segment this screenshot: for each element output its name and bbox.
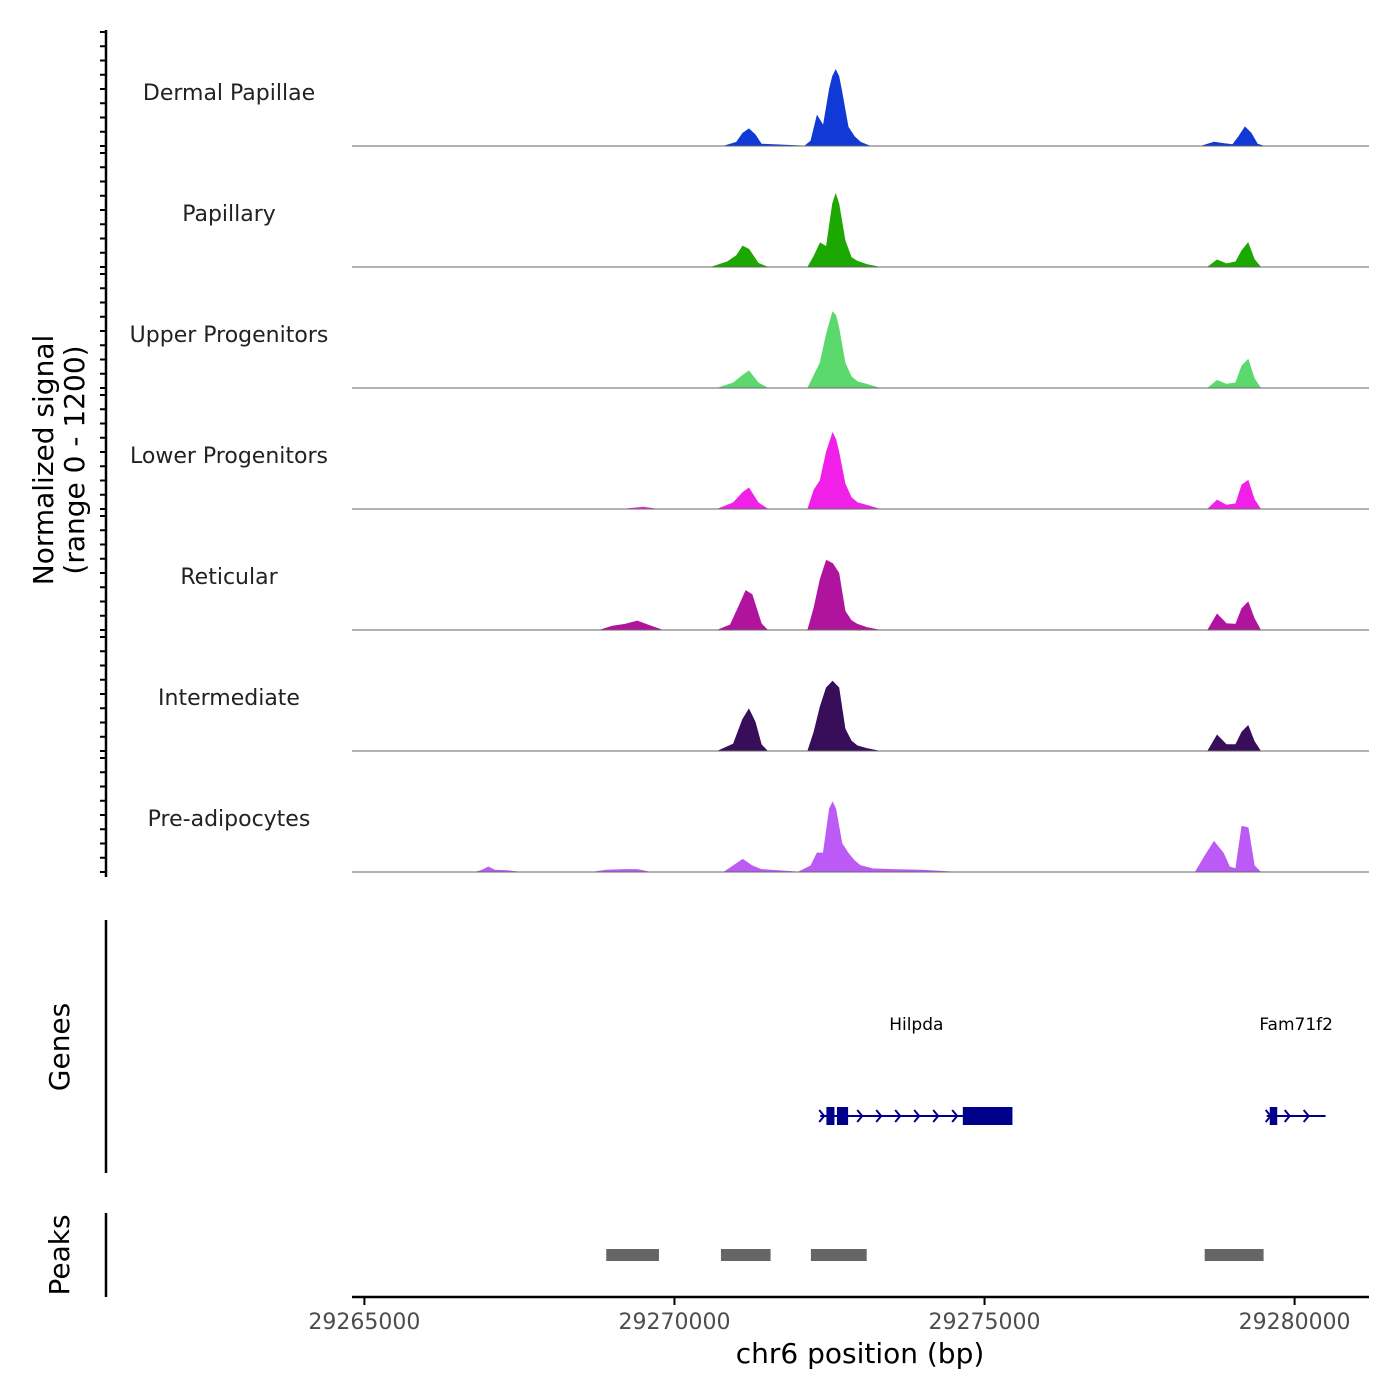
- strand-arrow-hilpda-4: [894, 1109, 902, 1123]
- genes-track-title: Genes: [43, 1003, 76, 1091]
- strand-arrow-hilpda-6: [932, 1109, 940, 1123]
- y-axis-range: (range 0 - 1200): [58, 345, 91, 574]
- peak-2: [810, 1249, 867, 1261]
- gene-label-fam71f2: Fam71f2: [1259, 1015, 1333, 1035]
- y-axis-title: Normalized signal: [27, 335, 60, 586]
- peak-track: [606, 1249, 1264, 1261]
- coverage-area-dermal-papillae: [352, 69, 1369, 147]
- peaks-track-title: Peaks: [43, 1214, 76, 1295]
- coverage-y-axis: [100, 30, 108, 877]
- x-tick-label-1: 29270000: [618, 1310, 730, 1335]
- strand-arrow-hilpda-7: [951, 1109, 959, 1123]
- strand-arrow-fam71f2-1: [1283, 1109, 1291, 1123]
- strand-arrow-hilpda-3: [875, 1109, 883, 1123]
- coverage-area-reticular: [352, 559, 1369, 631]
- peak-3: [1204, 1249, 1264, 1261]
- coverage-area-upper-progenitors: [352, 311, 1369, 389]
- coverage-area-pre-adipocytes: [352, 801, 1369, 873]
- strand-arrow-fam71f2-2: [1302, 1109, 1310, 1123]
- exon-hilpda-2: [962, 1107, 1013, 1125]
- track-label-intermediate: Intermediate: [158, 686, 300, 711]
- strand-arrow-hilpda-0: [818, 1109, 826, 1123]
- x-tick-label-2: 29275000: [929, 1310, 1041, 1335]
- exon-fam71f2-0: [1269, 1107, 1278, 1125]
- gene-track: Hilpda Fam71f2: [818, 1015, 1333, 1125]
- track-label-papillary: Papillary: [182, 202, 276, 227]
- coverage-area-lower-progenitors: [352, 431, 1369, 510]
- gene-label-hilpda: Hilpda: [889, 1015, 943, 1035]
- track-label-pre-adipocytes: Pre-adipocytes: [148, 807, 311, 832]
- coverage-tracks: Dermal Papillae Papillary Upper Progenitor…: [130, 69, 1369, 873]
- x-axis: 29265000 29270000 29275000 29280000: [308, 1297, 1351, 1335]
- x-tick-label-3: 29280000: [1239, 1310, 1351, 1335]
- coverage-area-intermediate: [352, 680, 1369, 752]
- peak-1: [720, 1249, 771, 1261]
- track-label-upper-progenitors: Upper Progenitors: [130, 323, 329, 348]
- x-tick-label-0: 29265000: [308, 1310, 420, 1335]
- track-label-lower-progenitors: Lower Progenitors: [130, 444, 328, 469]
- exon-hilpda-1: [836, 1107, 849, 1125]
- peak-0: [606, 1249, 659, 1261]
- exon-hilpda-0: [826, 1107, 835, 1125]
- x-axis-title: chr6 position (bp): [736, 1337, 985, 1370]
- track-label-reticular: Reticular: [180, 565, 278, 590]
- coverage-area-papillary: [352, 192, 1369, 268]
- track-label-dermal-papillae: Dermal Papillae: [143, 81, 315, 106]
- strand-arrow-hilpda-2: [856, 1109, 864, 1123]
- strand-arrow-hilpda-5: [913, 1109, 921, 1123]
